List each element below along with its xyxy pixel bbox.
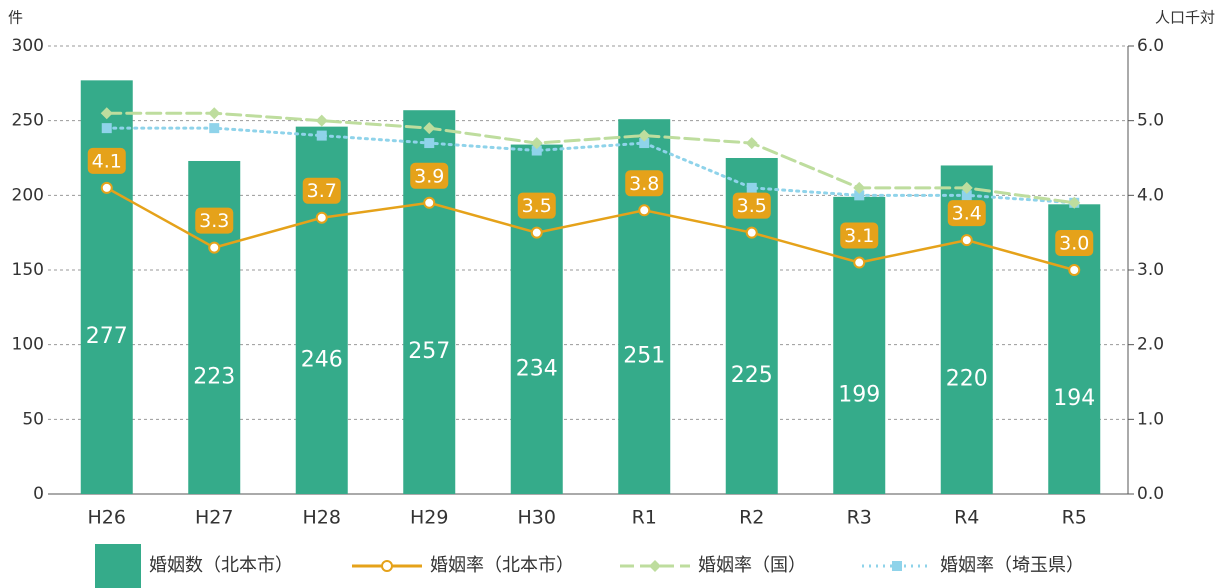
x-tick-label: R1 bbox=[632, 507, 657, 529]
data-label: 3.5 bbox=[737, 195, 767, 217]
point bbox=[381, 560, 393, 572]
y-unit: 件 bbox=[8, 9, 23, 27]
point bbox=[746, 182, 757, 193]
legend-label: 婚姻率（国） bbox=[698, 555, 806, 576]
data-label: 3.0 bbox=[1059, 233, 1089, 255]
data-label: 3.1 bbox=[844, 225, 874, 247]
point bbox=[892, 561, 902, 571]
x-tick-label: R2 bbox=[739, 507, 764, 529]
point bbox=[649, 560, 661, 572]
point bbox=[1068, 196, 1081, 209]
data-label: 225 bbox=[731, 363, 773, 388]
line bbox=[105, 111, 1076, 205]
data-label: 223 bbox=[193, 364, 235, 389]
x-tick-label: H30 bbox=[518, 507, 556, 529]
y-tick-label: 150 bbox=[12, 260, 44, 280]
point bbox=[423, 196, 436, 209]
y-tick-label: 250 bbox=[12, 111, 44, 131]
y2-tick-label: 0.0 bbox=[1137, 484, 1164, 504]
point bbox=[960, 234, 973, 247]
label-box bbox=[87, 147, 126, 174]
y-tick-label: 300 bbox=[12, 36, 44, 56]
y2-tick-label: 2.0 bbox=[1137, 335, 1164, 355]
label-box bbox=[732, 192, 771, 219]
x-tick-label: R4 bbox=[954, 507, 979, 529]
x-tick-label: R5 bbox=[1062, 507, 1087, 529]
point bbox=[745, 137, 758, 150]
point bbox=[853, 256, 866, 269]
label-box bbox=[625, 170, 664, 197]
y-tick-label: 200 bbox=[12, 185, 44, 205]
point bbox=[745, 226, 758, 239]
data-label: 234 bbox=[516, 356, 558, 381]
point bbox=[209, 123, 220, 134]
point bbox=[639, 138, 650, 149]
point bbox=[853, 181, 866, 194]
point bbox=[530, 137, 543, 150]
line bbox=[105, 126, 1076, 205]
data-label: 199 bbox=[838, 382, 880, 407]
y2-tick-label: 3.0 bbox=[1137, 260, 1164, 280]
data-label: 194 bbox=[1053, 386, 1095, 411]
point bbox=[961, 190, 972, 201]
x-tick-label: H28 bbox=[303, 507, 341, 529]
data-label: 277 bbox=[86, 324, 128, 349]
data-label: 3.9 bbox=[414, 165, 444, 187]
data-label: 257 bbox=[408, 339, 450, 364]
label-box bbox=[195, 207, 234, 234]
data-label: 251 bbox=[623, 344, 665, 369]
data-label: 4.1 bbox=[92, 150, 122, 172]
point bbox=[960, 181, 973, 194]
y2-tick-label: 1.0 bbox=[1137, 409, 1164, 429]
y-tick-label: 0 bbox=[33, 484, 44, 504]
legend-label: 婚姻数（北本市） bbox=[149, 555, 293, 576]
y-tick-label: 100 bbox=[12, 335, 44, 355]
point bbox=[315, 211, 328, 224]
y2-tick-label: 5.0 bbox=[1137, 111, 1164, 131]
x-tick-label: H26 bbox=[88, 507, 126, 529]
x-tick-label: R3 bbox=[847, 507, 872, 529]
point bbox=[100, 181, 113, 194]
data-label: 3.3 bbox=[199, 210, 229, 232]
data-label: 3.8 bbox=[629, 173, 659, 195]
label-box bbox=[840, 222, 879, 249]
legend-label: 婚姻率（埼玉県） bbox=[940, 555, 1084, 576]
line bbox=[105, 186, 1076, 272]
y2-unit: 人口千対 bbox=[1155, 9, 1215, 27]
data-label: 3.7 bbox=[307, 180, 337, 202]
data-label: 3.4 bbox=[952, 203, 982, 225]
y2-tick-label: 4.0 bbox=[1137, 185, 1164, 205]
y-tick-label: 50 bbox=[22, 409, 44, 429]
point bbox=[208, 241, 221, 254]
bar bbox=[80, 80, 133, 494]
legend-label: 婚姻率（北本市） bbox=[430, 555, 574, 576]
point bbox=[638, 204, 651, 217]
x-tick-label: H27 bbox=[195, 507, 233, 529]
y2-tick-label: 6.0 bbox=[1137, 36, 1164, 56]
label-box bbox=[947, 200, 986, 227]
label-box bbox=[302, 177, 341, 204]
data-label: 246 bbox=[301, 347, 343, 372]
point bbox=[101, 123, 112, 134]
label-box bbox=[517, 192, 556, 219]
data-label: 220 bbox=[946, 367, 988, 392]
point bbox=[530, 226, 543, 239]
point bbox=[854, 190, 865, 201]
point bbox=[316, 130, 327, 141]
label-box bbox=[1055, 230, 1094, 256]
point bbox=[100, 107, 113, 120]
point bbox=[423, 122, 436, 135]
point bbox=[638, 129, 651, 142]
point bbox=[208, 107, 221, 120]
point bbox=[424, 138, 435, 149]
point bbox=[315, 114, 328, 127]
x-tick-label: H29 bbox=[410, 507, 448, 529]
label-box bbox=[410, 162, 449, 189]
data-label: 3.5 bbox=[522, 195, 552, 217]
point bbox=[1068, 264, 1081, 276]
legend-swatch bbox=[95, 544, 141, 588]
point bbox=[531, 145, 542, 156]
